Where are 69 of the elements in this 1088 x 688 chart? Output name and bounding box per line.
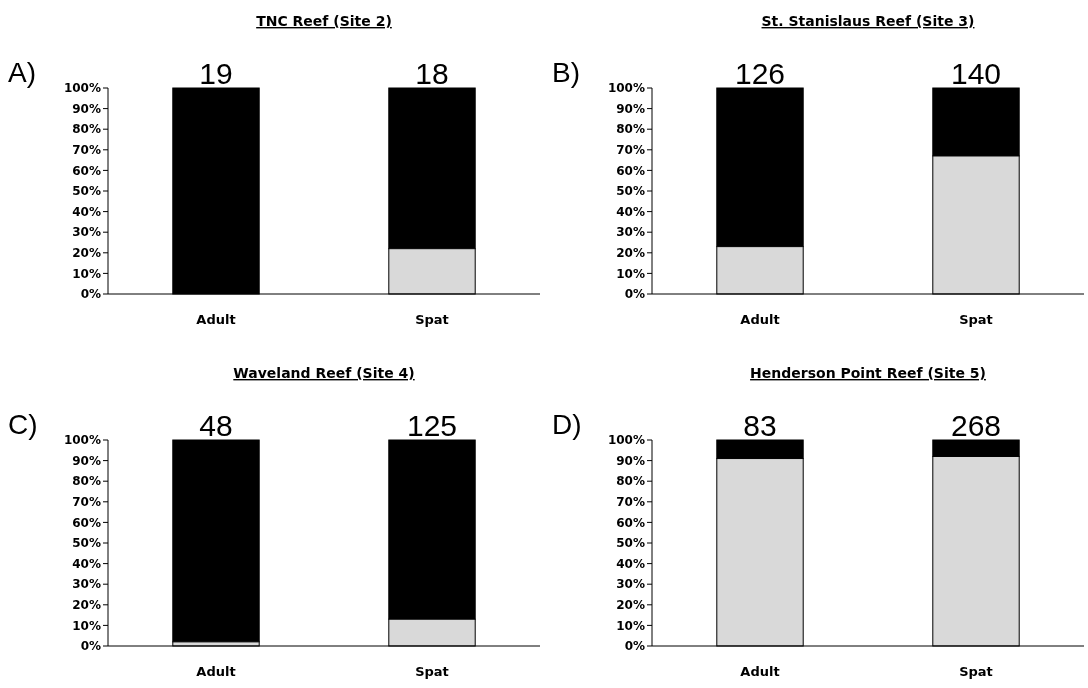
y-tick-label: 100% <box>63 81 101 96</box>
y-tick-label: 30% <box>72 577 101 592</box>
y-tick-label: 90% <box>616 453 645 468</box>
chart-title: St. Stanislaus Reef (Site 3) <box>761 13 975 29</box>
y-tick-label: 50% <box>72 536 101 551</box>
annotation: 268 <box>950 409 1002 442</box>
x-tick-label: Spat <box>415 312 449 327</box>
y-tick-label: 30% <box>616 577 645 592</box>
y-tick-label: 40% <box>616 556 645 571</box>
y-tick-label: 60% <box>616 163 645 178</box>
annotation: 19 <box>199 57 233 90</box>
x-tick-label: Spat <box>959 664 993 679</box>
y-tick-label: 30% <box>72 225 101 240</box>
x-tick-label: Adult <box>740 312 780 327</box>
chart-title: Waveland Reef (Site 4) <box>233 365 415 381</box>
y-tick-label: 0% <box>624 639 645 654</box>
y-tick-label: 80% <box>72 474 101 489</box>
text: B) <box>552 57 580 88</box>
y-tick-label: 40% <box>72 556 101 571</box>
annotation: 126 <box>734 57 786 90</box>
y-tick-label: 100% <box>607 81 645 96</box>
y-tick-label: 80% <box>616 474 645 489</box>
y-tick-label: 50% <box>616 184 645 199</box>
y-tick-label: 100% <box>63 433 101 448</box>
y-tick-label: 20% <box>616 246 645 260</box>
y-tick-label: 80% <box>616 122 645 137</box>
x-tick-label: Adult <box>740 664 780 679</box>
annotation: 140 <box>950 57 1002 90</box>
y-tick-label: 0% <box>80 639 101 654</box>
bar <box>172 439 260 643</box>
y-tick-label: 0% <box>624 287 645 302</box>
x-tick-label: Adult <box>196 664 236 679</box>
annotation: 18 <box>415 57 449 90</box>
y-tick-label: 10% <box>616 618 645 633</box>
x-tick-label: Spat <box>415 664 449 679</box>
y-tick-label: 90% <box>72 101 101 116</box>
y-tick-label: 60% <box>72 515 101 530</box>
y-tick-label: 70% <box>72 143 101 157</box>
y-tick-label: 30% <box>616 225 645 240</box>
chart-title: Henderson Point Reef (Site 5) <box>750 365 986 381</box>
y-tick-label: 60% <box>616 515 645 530</box>
y-tick-label: 90% <box>72 453 101 468</box>
text: D) <box>552 409 582 440</box>
text: A) <box>8 57 36 88</box>
y-tick-label: 100% <box>607 433 645 448</box>
y-tick-label: 40% <box>72 204 101 219</box>
y-tick-label: 50% <box>616 536 645 551</box>
annotation: 125 <box>406 409 458 442</box>
y-tick-label: 20% <box>72 598 101 612</box>
chart-title: TNC Reef (Site 2) <box>256 13 392 29</box>
y-tick-label: 0% <box>80 287 101 302</box>
y-tick-label: 70% <box>616 143 645 157</box>
y-tick-label: 40% <box>616 204 645 219</box>
y-tick-label: 10% <box>72 618 101 633</box>
y-tick-label: 10% <box>616 266 645 281</box>
y-tick-label: 90% <box>616 101 645 116</box>
annotation: 83 <box>743 409 777 442</box>
y-tick-label: 50% <box>72 184 101 199</box>
text: C) <box>8 409 38 440</box>
y-tick-label: 70% <box>616 495 645 509</box>
y-tick-label: 60% <box>72 163 101 178</box>
y-tick-label: 80% <box>72 122 101 137</box>
y-tick-label: 70% <box>72 495 101 509</box>
x-tick-label: Spat <box>959 312 993 327</box>
x-tick-label: Adult <box>196 312 236 327</box>
y-tick-label: 10% <box>72 266 101 281</box>
y-tick-label: 20% <box>72 246 101 260</box>
annotation: 48 <box>199 409 233 442</box>
y-tick-label: 20% <box>616 598 645 612</box>
